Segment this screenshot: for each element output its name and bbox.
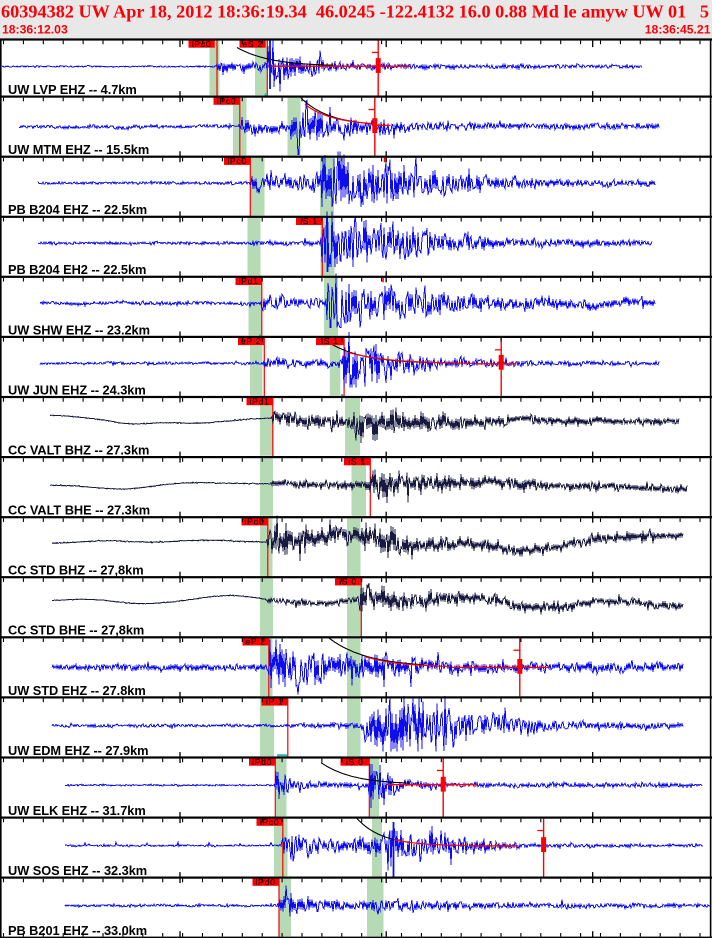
svg-text:iS 0: iS 0 <box>346 757 364 767</box>
svg-text:CC STD BHE -- 27,8km: CC STD BHE -- 27,8km <box>8 623 144 638</box>
svg-text:UW LVP EHZ -- 4.7km: UW LVP EHZ -- 4.7km <box>8 82 137 97</box>
svg-text:iS 1: iS 1 <box>348 456 366 466</box>
svg-text:eS 2: eS 2 <box>242 39 262 49</box>
svg-text:iS 0: iS 0 <box>339 577 357 587</box>
svg-text:iPd1: iPd1 <box>250 396 270 406</box>
svg-text:18:36:12.03: 18:36:12.03 <box>2 23 68 37</box>
svg-text:60394382 UW Apr 18, 2012 18:36: 60394382 UW Apr 18, 2012 18:36:19.34 46.… <box>1 1 709 21</box>
svg-text:iPd1: iPd1 <box>239 276 259 286</box>
svg-text:iPc0: iPc0 <box>217 96 237 106</box>
svg-text:UW SOS EHZ -- 32.3km: UW SOS EHZ -- 32.3km <box>8 863 147 878</box>
svg-text:UW STD EHZ -- 27.8km: UW STD EHZ -- 27.8km <box>8 683 146 698</box>
svg-text:iPc0: iPc0 <box>192 39 212 49</box>
svg-text:CC STD BHZ -- 27,8km: CC STD BHZ -- 27,8km <box>8 563 144 578</box>
svg-text:PB B204 EHZ -- 22.5km: PB B204 EHZ -- 22.5km <box>8 202 147 217</box>
svg-text:iPc0: iPc0 <box>227 156 247 166</box>
svg-text:CC VALT BHZ -- 27.3km: CC VALT BHZ -- 27.3km <box>8 443 149 458</box>
svg-text:UW ELK EHZ -- 31.7km: UW ELK EHZ -- 31.7km <box>8 803 146 818</box>
svg-text:iS 1: iS 1 <box>300 216 318 226</box>
svg-text:18:36:45.21: 18:36:45.21 <box>645 23 711 37</box>
svg-text:PB B204 EH2 -- 22.5km: PB B204 EH2 -- 22.5km <box>8 262 146 277</box>
svg-text:UW EDM EHZ -- 27.9km: UW EDM EHZ -- 27.9km <box>8 743 149 758</box>
svg-text:eP 2: eP 2 <box>241 336 261 346</box>
svg-text:eP 2: eP 2 <box>245 637 265 647</box>
svg-text:UW JUN EHZ -- 24.3km: UW JUN EHZ -- 24.3km <box>8 382 146 397</box>
svg-text:iPd0: iPd0 <box>256 877 276 887</box>
svg-text:UW MTM EHZ -- 15.5km: UW MTM EHZ -- 15.5km <box>8 142 149 157</box>
svg-text:PB B201 EHZ -- 33.0km: PB B201 EHZ -- 33.0km <box>8 923 147 938</box>
svg-text:iPd0: iPd0 <box>245 517 265 527</box>
svg-text:iS 1: iS 1 <box>321 336 339 346</box>
svg-text:iP 1: iP 1 <box>266 697 283 707</box>
svg-text:UW SHW EHZ -- 23.2km: UW SHW EHZ -- 23.2km <box>8 322 150 337</box>
svg-text:iPc0: iPc0 <box>260 817 280 827</box>
svg-text:CC VALT BHE -- 27.3km: CC VALT BHE -- 27.3km <box>8 503 150 518</box>
